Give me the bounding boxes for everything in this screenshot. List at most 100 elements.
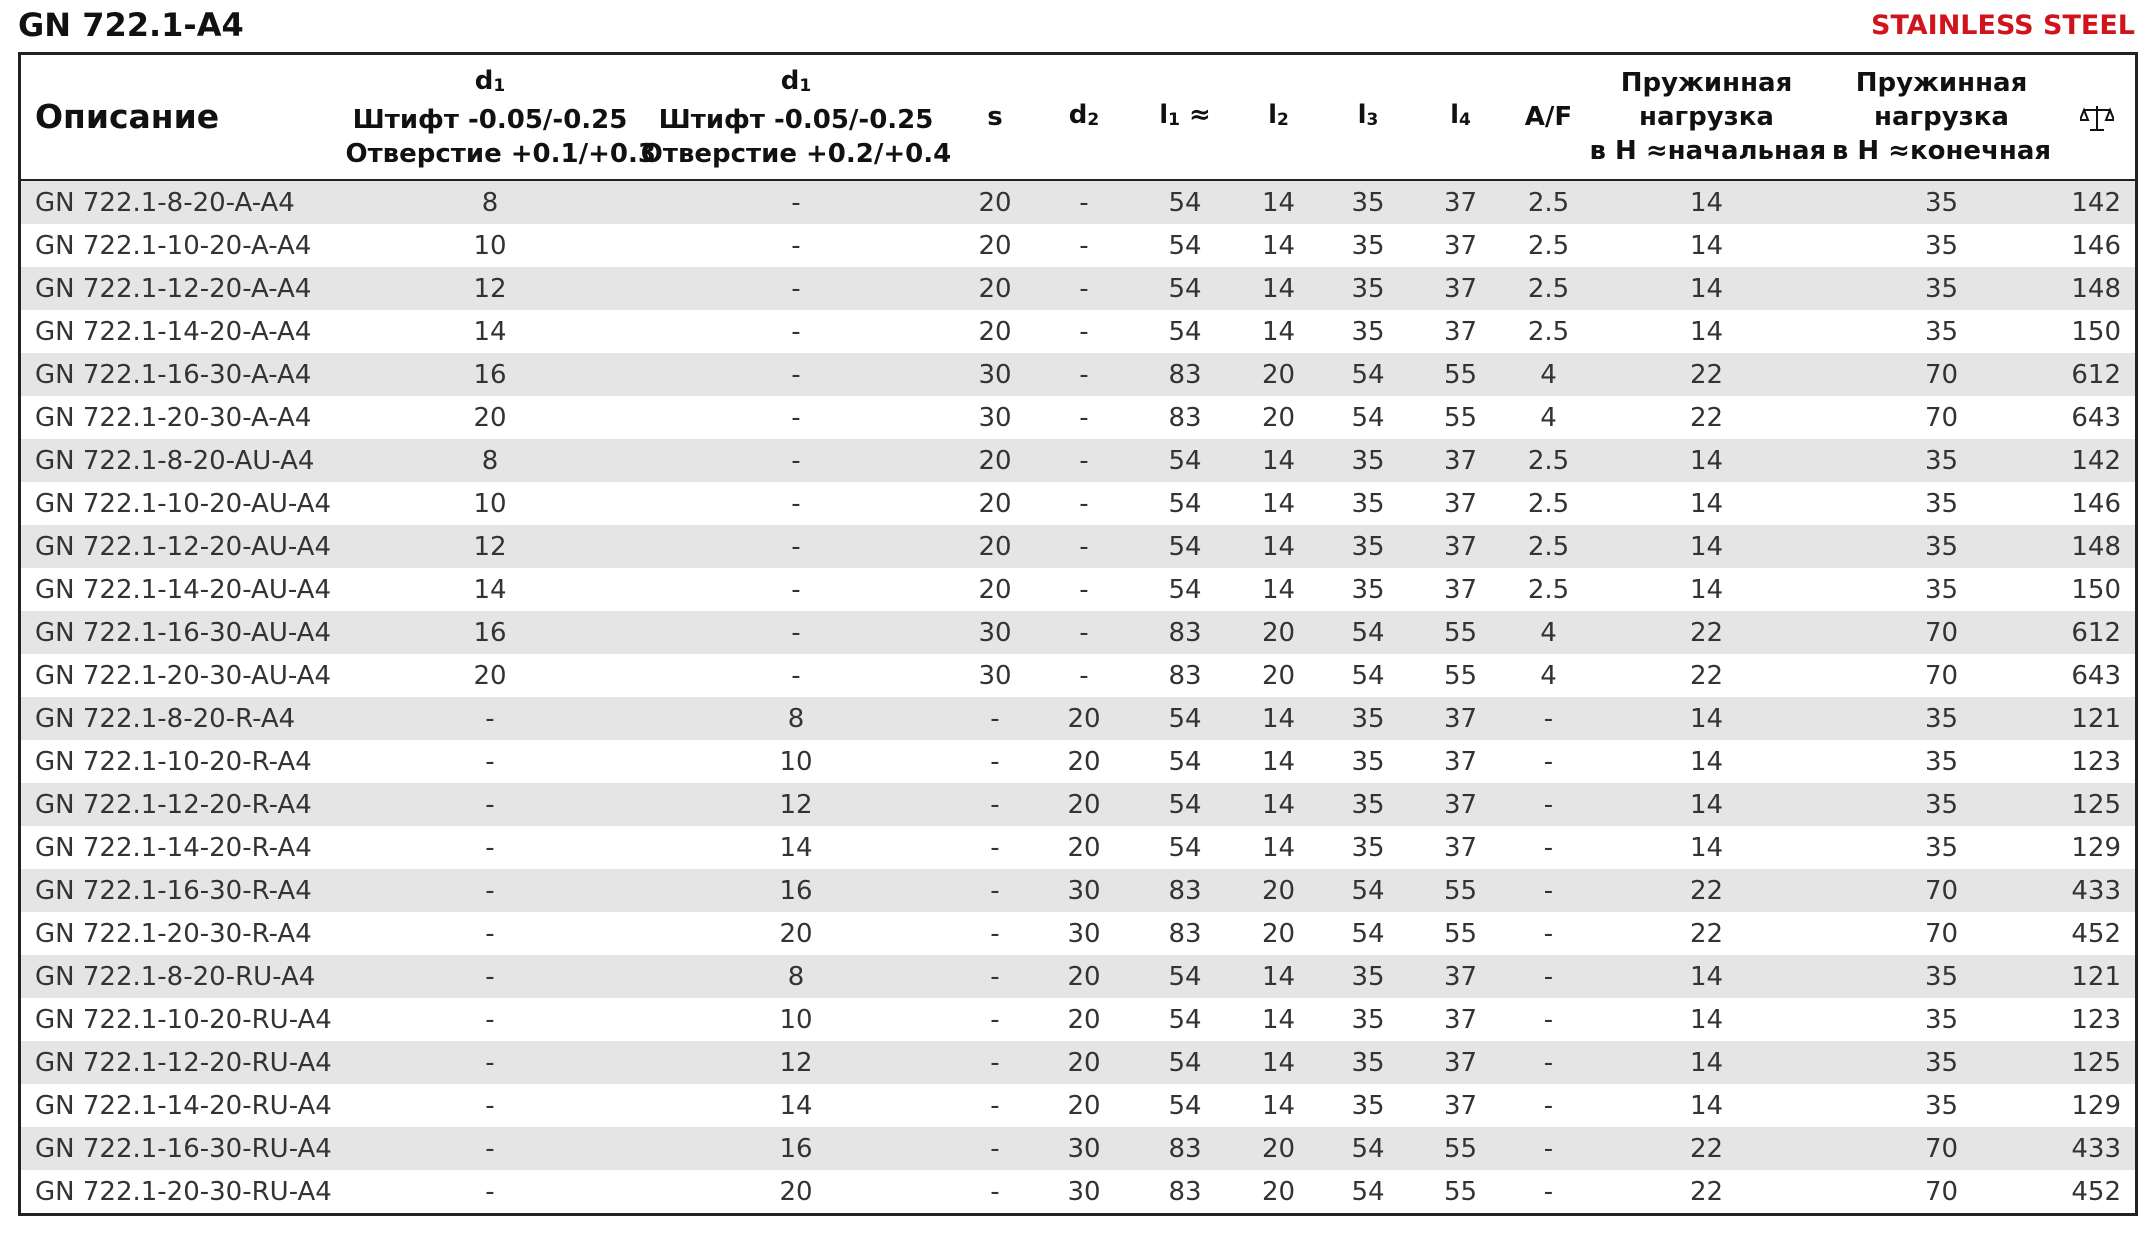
value-cell: - — [1543, 918, 1554, 949]
value-cell: 2.5 — [1527, 230, 1570, 261]
value-cell: 70 — [1823, 353, 2060, 396]
value-cell: 70 — [1924, 660, 1959, 691]
column-header: A/F — [1507, 53, 1590, 181]
value-cell: 20 — [1234, 353, 1323, 396]
value-cell: 14 — [1234, 525, 1323, 568]
value-cell: 55 — [1443, 1176, 1478, 1207]
subscript: 1 — [1168, 109, 1180, 130]
table-row: GN 722.1-12-20-A-A4 12-20-54 14 35 37 2.5 14 35… — [19, 267, 2137, 310]
value-cell: 125 — [2059, 783, 2137, 826]
weight-icon — [2078, 105, 2116, 131]
value-cell: 83 — [1168, 402, 1202, 433]
value-cell: - — [1079, 660, 1089, 691]
table-row: GN 722.1-8-20-A-A4 8-20-54 14 35 37 2.5 14 35 14… — [19, 180, 2137, 224]
value-cell: 35 — [1924, 316, 1959, 347]
value-cell: 14 — [1589, 955, 1824, 998]
value-cell: 20 — [957, 525, 1033, 568]
value-cell: 8 — [634, 697, 958, 740]
value-cell: 14 — [1261, 316, 1296, 347]
value-cell: 146 — [2071, 488, 2121, 519]
value-cell: 54 — [1351, 402, 1385, 433]
value-cell: 37 — [1413, 267, 1508, 310]
value-cell: 20 — [1067, 1090, 1101, 1121]
value-cell: 22 — [1589, 611, 1824, 654]
header-line: Штифт -0.05/-0.25 — [352, 104, 628, 135]
value-cell: 14 — [1689, 316, 1724, 347]
value-cell: 35 — [1351, 316, 1385, 347]
value-cell: 35 — [1823, 180, 2060, 224]
value-cell: 20 — [978, 574, 1012, 605]
value-cell: 54 — [1351, 918, 1385, 949]
value-cell: 35 — [1322, 525, 1414, 568]
value-cell: 37 — [1413, 1041, 1508, 1084]
table-row: GN 722.1-20-30-A-A4 20 - 30 - 83 20 54 55 4 22 70 64… — [20, 396, 2137, 439]
value-cell: - — [791, 402, 801, 433]
value-cell: 20 — [1234, 1127, 1323, 1170]
value-cell: 14 — [1261, 1004, 1296, 1035]
value-cell: 20 — [1067, 1004, 1101, 1035]
value-cell: 148 — [2059, 267, 2137, 310]
value-cell: 37 — [1413, 955, 1508, 998]
value-cell: 35 — [1924, 746, 1959, 777]
value-cell: 14 — [1261, 832, 1296, 863]
table-row: GN 722.1-14-20-RU-A4 - 14 - 20 54 14 35 37 - 14 35 1… — [20, 1084, 2137, 1127]
value-cell: - — [345, 1127, 635, 1170]
symbol: l — [1450, 99, 1460, 130]
value-cell: 54 — [1322, 1127, 1414, 1170]
value-cell: 35 — [1322, 180, 1414, 224]
value-cell: 20 — [779, 1176, 813, 1207]
value-cell: 35 — [1823, 955, 2060, 998]
value-cell: 70 — [1924, 918, 1959, 949]
symbol: A/F — [1524, 102, 1573, 132]
value-cell: - — [1032, 267, 1136, 310]
value-cell: 30 — [957, 611, 1033, 654]
value-cell: - — [791, 660, 801, 691]
value-cell: 14 — [1261, 230, 1296, 261]
value-cell: - — [957, 1127, 1033, 1170]
table-row: GN 722.1-16-30-RU-A4-16-30 83 20 54 55-22 70 4… — [19, 1127, 2137, 1170]
value-cell: 35 — [1322, 783, 1414, 826]
header-line: в Н ≈начальная — [1589, 136, 1827, 166]
value-cell: 14 — [1589, 439, 1824, 482]
value-cell: 14 — [1589, 1041, 1824, 1084]
table-row: GN 722.1-14-20-A-A4 14 - 20 - 54 14 35 37 2.5 14 35… — [20, 310, 2137, 353]
description-cell: GN 722.1-20-30-AU-A4 — [35, 660, 331, 691]
header-symbol: l2 — [1235, 98, 1323, 137]
subscript: 1 — [493, 75, 506, 96]
value-cell: - — [1079, 402, 1089, 433]
value-cell: 20 — [779, 918, 813, 949]
value-cell: 121 — [2059, 697, 2137, 740]
value-cell: 643 — [2071, 660, 2121, 691]
value-cell: 35 — [1924, 832, 1959, 863]
value-cell: - — [1543, 1090, 1554, 1121]
value-cell: 35 — [1924, 488, 1959, 519]
value-cell: 14 — [1689, 488, 1724, 519]
value-cell: 83 — [1168, 918, 1202, 949]
symbol: d — [1068, 99, 1088, 130]
column-header: Описание — [19, 53, 346, 181]
value-cell: 22 — [1689, 402, 1724, 433]
value-cell: 55 — [1413, 611, 1508, 654]
value-cell: 4 — [1507, 611, 1590, 654]
value-cell: 14 — [1689, 746, 1724, 777]
column-header: d1 Штифт -0.05/-0.25 Отверстие +0.1/+0.3 — [345, 53, 656, 181]
column-header: d2 — [1032, 53, 1136, 181]
value-cell: - — [485, 1176, 495, 1207]
header-symbol: d1 — [635, 64, 958, 103]
header-symbol: l3 — [1323, 98, 1414, 137]
value-cell: 2.5 — [1527, 316, 1570, 347]
value-cell: 433 — [2059, 1127, 2137, 1170]
value-cell: - — [1543, 746, 1554, 777]
value-cell: 22 — [1689, 1176, 1724, 1207]
value-cell: 70 — [1924, 402, 1959, 433]
value-cell: 12 — [345, 267, 635, 310]
value-cell: 22 — [1589, 353, 1824, 396]
header-line: Отверстие +0.2/+0.4 — [640, 138, 952, 169]
symbol: l — [1268, 99, 1278, 130]
description-cell: GN 722.1-8-20-R-A4 — [19, 697, 346, 740]
description-cell: GN 722.1-8-20-AU-A4 — [19, 439, 346, 482]
value-cell: 30 — [1067, 918, 1101, 949]
value-cell: 14 — [1589, 697, 1824, 740]
table-row: GN 722.1-14-20-AU-A4 14 - 20 - 54 14 35 37 2.5 14 3… — [20, 568, 2137, 611]
value-cell: - — [990, 746, 1000, 777]
